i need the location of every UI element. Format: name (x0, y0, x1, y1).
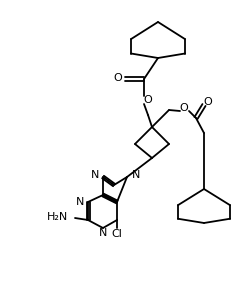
Text: N: N (91, 170, 99, 180)
Text: O: O (204, 97, 212, 107)
Text: O: O (114, 73, 122, 83)
Text: H₂N: H₂N (47, 212, 68, 222)
Text: O: O (180, 103, 188, 113)
Text: O: O (144, 95, 152, 105)
Text: N: N (132, 170, 140, 180)
Text: N: N (76, 197, 84, 207)
Text: Cl: Cl (112, 229, 122, 239)
Text: N: N (99, 228, 107, 238)
